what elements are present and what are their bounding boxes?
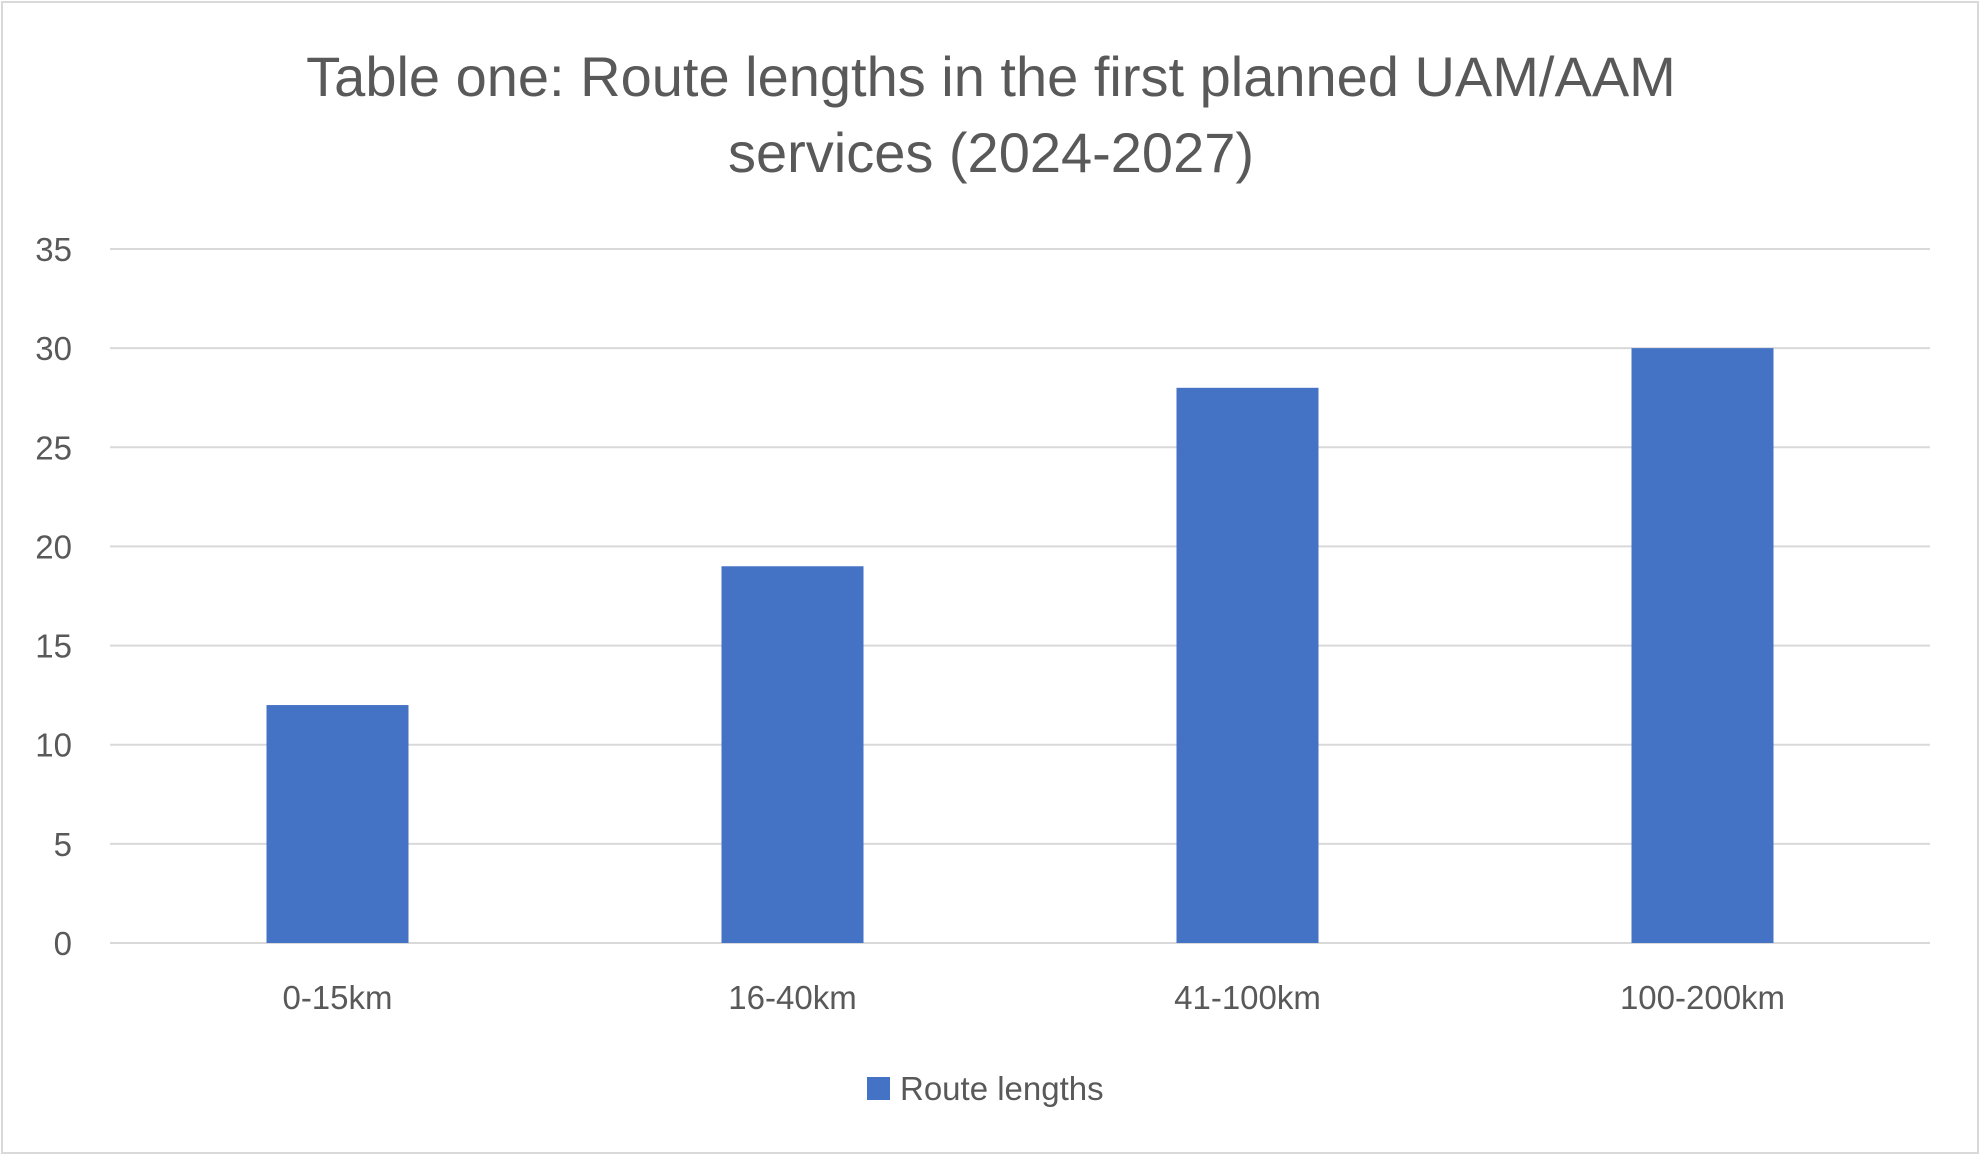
- chart-title-line-1: Table one: Route lengths in the first pl…: [306, 45, 1676, 108]
- y-tick-label: 35: [35, 231, 72, 268]
- legend: Route lengths: [867, 1070, 1104, 1107]
- x-tick-label: 100-200km: [1620, 979, 1785, 1016]
- y-tick-label: 10: [35, 727, 72, 764]
- gridlines: [110, 248, 1930, 944]
- bar-16-40km: [721, 566, 864, 943]
- y-tick-label: 20: [35, 528, 72, 565]
- y-tick-label: 0: [54, 925, 72, 962]
- legend-label: Route lengths: [900, 1070, 1104, 1107]
- bar-41-100km: [1176, 387, 1319, 943]
- chart-title: Table one: Route lengths in the first pl…: [306, 45, 1676, 184]
- bars: [266, 348, 1774, 944]
- y-tick-label: 5: [54, 826, 72, 863]
- y-tick-label: 15: [35, 628, 72, 665]
- x-tick-label: 41-100km: [1174, 979, 1321, 1016]
- y-tick-label: 25: [35, 429, 72, 466]
- chart-title-line-2: services (2024-2027): [728, 121, 1254, 184]
- x-tick-label: 0-15km: [282, 979, 392, 1016]
- y-tick-label: 30: [35, 330, 72, 367]
- bar-0-15km: [266, 705, 409, 943]
- x-tick-label: 16-40km: [728, 979, 856, 1016]
- y-axis-tick-labels: 0 5 10 15 20 25 30 35: [35, 231, 72, 962]
- bar-100-200km: [1631, 348, 1774, 944]
- x-axis-tick-labels: 0-15km 16-40km 41-100km 100-200km: [282, 979, 1785, 1016]
- legend-swatch: [867, 1077, 890, 1100]
